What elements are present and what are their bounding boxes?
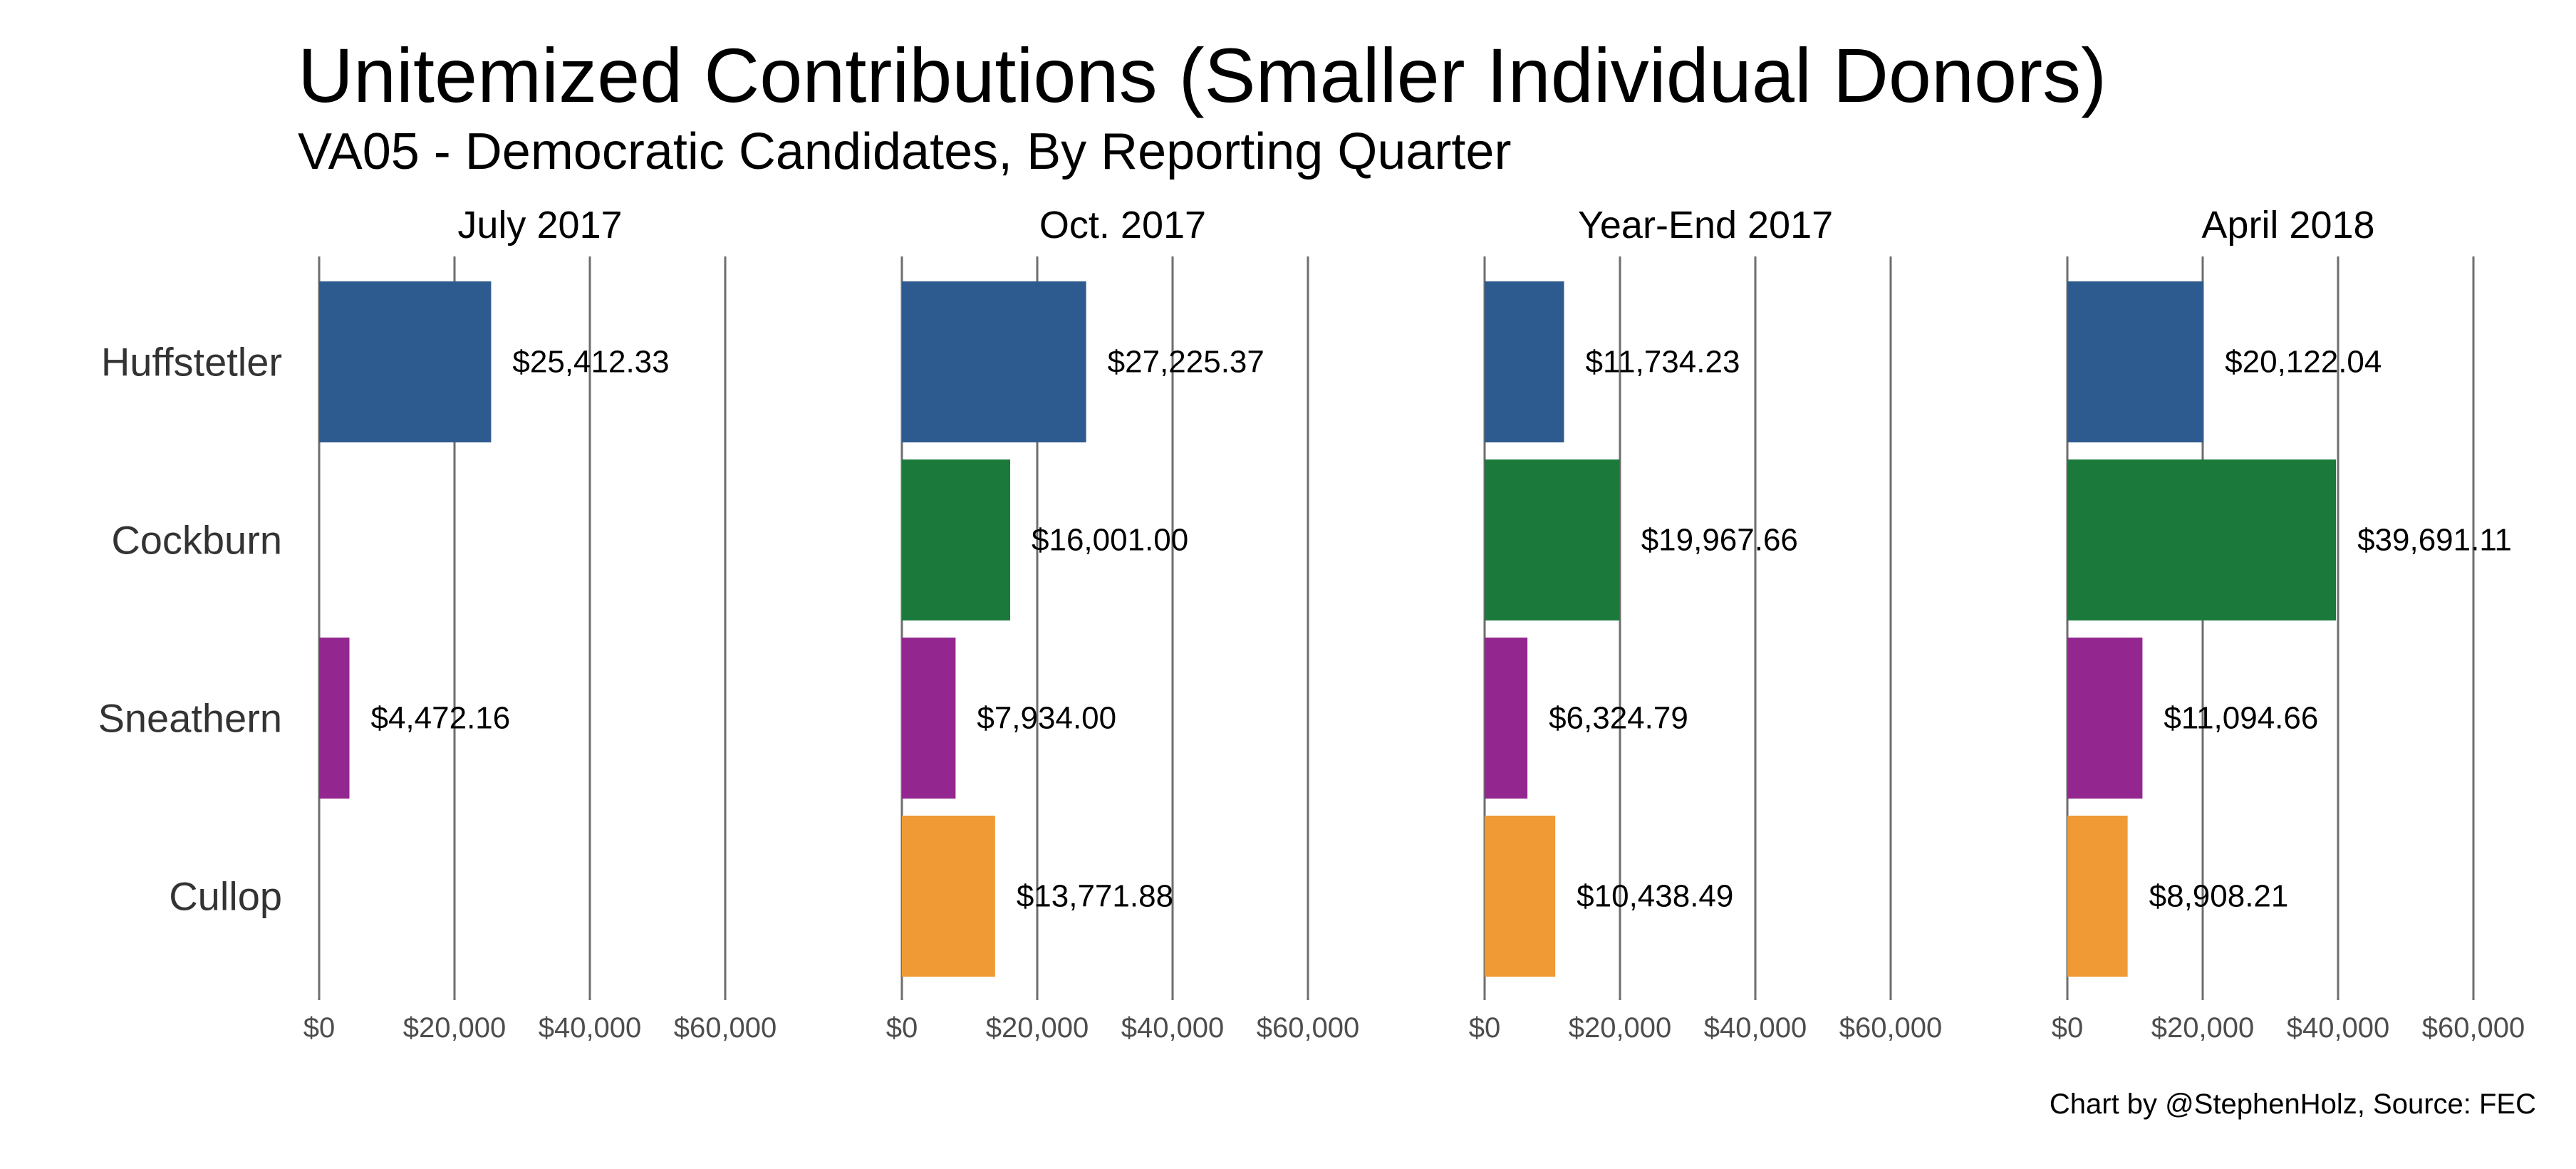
data-label: $13,771.88 — [1017, 879, 1173, 914]
chart-subtitle: VA05 - Democratic Candidates, By Reporti… — [298, 123, 1512, 180]
data-label: $27,225.37 — [1108, 345, 1264, 380]
data-label: $4,472.16 — [370, 701, 510, 736]
x-tick-label: $20,000 — [2151, 1012, 2255, 1044]
bar-huffstetler — [2067, 281, 2204, 442]
bar-cullop — [902, 816, 995, 977]
bar-cockburn — [2067, 459, 2337, 620]
bar-cockburn — [902, 459, 1011, 620]
bar-cockburn — [1485, 459, 1620, 620]
bar-cullop — [2067, 816, 2128, 977]
bar-sneathern — [1485, 638, 1528, 799]
bar-huffstetler — [319, 281, 492, 442]
x-tick-label: $0 — [886, 1012, 918, 1044]
facet-title: April 2018 — [2201, 204, 2374, 246]
data-label: $10,438.49 — [1577, 879, 1733, 914]
category-label: Cullop — [169, 874, 282, 919]
x-tick-label: $20,000 — [986, 1012, 1089, 1044]
category-label: Huffstetler — [101, 340, 282, 385]
data-label: $11,094.66 — [2164, 701, 2318, 736]
facet-title: Year-End 2017 — [1578, 204, 1833, 246]
x-tick-label: $60,000 — [1839, 1012, 1943, 1044]
data-label: $16,001.00 — [1032, 523, 1188, 558]
data-label: $25,412.33 — [512, 345, 669, 380]
x-tick-label: $0 — [2052, 1012, 2084, 1044]
data-label: $20,122.04 — [2225, 345, 2382, 380]
bar-huffstetler — [902, 281, 1086, 442]
x-tick-label: $60,000 — [2422, 1012, 2525, 1044]
data-label: $7,934.00 — [977, 701, 1116, 736]
data-label: $19,967.66 — [1641, 523, 1798, 558]
chart-title: Unitemized Contributions (Smaller Indivi… — [298, 32, 2107, 118]
x-tick-label: $20,000 — [1569, 1012, 1672, 1044]
data-label: $6,324.79 — [1549, 701, 1688, 736]
bar-cullop — [1485, 816, 1556, 977]
facet-title: July 2017 — [457, 204, 622, 246]
bar-sneathern — [902, 638, 956, 799]
x-tick-label: $0 — [303, 1012, 336, 1044]
data-label: $8,908.21 — [2149, 879, 2289, 914]
bar-huffstetler — [1485, 281, 1564, 442]
x-tick-label: $0 — [1469, 1012, 1501, 1044]
x-tick-label: $60,000 — [674, 1012, 777, 1044]
data-label: $11,734.23 — [1585, 345, 1740, 380]
bar-sneathern — [319, 638, 350, 799]
data-label: $39,691.11 — [2357, 523, 2512, 558]
category-label: Cockburn — [111, 518, 282, 563]
x-tick-label: $40,000 — [1704, 1012, 1807, 1044]
x-tick-label: $40,000 — [1121, 1012, 1225, 1044]
chart-caption: Chart by @StephenHolz, Source: FEC — [2049, 1089, 2536, 1120]
x-tick-label: $60,000 — [1257, 1012, 1360, 1044]
facet-title: Oct. 2017 — [1039, 204, 1206, 246]
bar-sneathern — [2067, 638, 2143, 799]
category-label: Sneathern — [98, 696, 282, 741]
x-tick-label: $40,000 — [539, 1012, 642, 1044]
x-tick-label: $20,000 — [403, 1012, 507, 1044]
x-tick-label: $40,000 — [2287, 1012, 2390, 1044]
